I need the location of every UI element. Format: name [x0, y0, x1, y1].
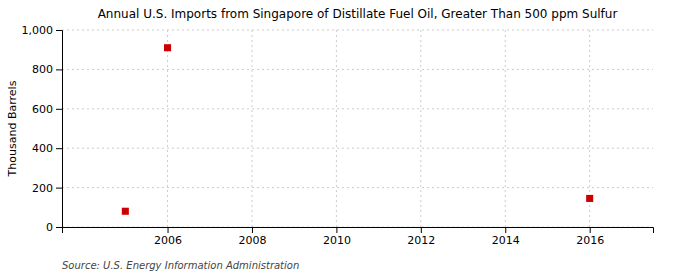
- y-tick-mark: [56, 109, 62, 110]
- x-grid-line: [251, 30, 252, 227]
- y-tick: 0: [46, 221, 62, 234]
- x-tick: 2008: [238, 227, 266, 247]
- y-tick-label: 600: [32, 103, 53, 116]
- title: Annual U.S. Imports from Singapore of Di…: [98, 7, 618, 21]
- x-grid-line: [505, 30, 506, 227]
- y-tick-label: 1,000: [22, 24, 54, 37]
- y-grid-line: [62, 69, 653, 70]
- x-tick-mark: [252, 227, 253, 233]
- y-axis-line: [56, 31, 63, 228]
- source: Source: U.S. Energy Information Administ…: [62, 260, 299, 271]
- x-grid-line: [336, 30, 337, 227]
- y-tick: 600: [32, 103, 62, 116]
- y-axis: 0 200 400 600 800 1,000: [22, 24, 63, 234]
- x-tick-mark: [168, 227, 169, 233]
- chart: 2006 2008 2010 2012 2014 2016 0 200 400 600 800 1,0…: [0, 0, 675, 275]
- x-tick-mark: [336, 227, 337, 233]
- points: [122, 44, 593, 215]
- y-tick-label: 0: [46, 221, 53, 234]
- grid: [62, 30, 653, 227]
- y-tick-label: 400: [32, 142, 53, 155]
- x-tick: 2016: [576, 227, 604, 247]
- y-tick-label: 200: [32, 182, 53, 195]
- y-tick-mark: [56, 188, 62, 189]
- y-grid-line: [62, 108, 653, 109]
- x-grid-line: [167, 30, 168, 227]
- y-grid-line: [62, 148, 653, 149]
- point: [122, 208, 129, 215]
- x-tick: 2006: [154, 227, 182, 247]
- x-tick-label: 2008: [238, 234, 266, 247]
- x-tick-label: 2006: [154, 234, 182, 247]
- x-tick: 2010: [323, 227, 351, 247]
- x-tick-mark: [421, 227, 422, 233]
- x-tick-label: 2012: [407, 234, 435, 247]
- x-tick-mark: [590, 227, 591, 233]
- x-tick: 2014: [492, 227, 520, 247]
- y-tick-mark: [56, 69, 62, 70]
- point: [164, 44, 171, 51]
- y-axis-title: Thousand Barrels: [6, 80, 19, 177]
- x-axis-line: [63, 228, 654, 234]
- y-tick: 1,000: [22, 24, 63, 37]
- x-tick: 2012: [407, 227, 435, 247]
- y-tick: 800: [32, 63, 62, 76]
- y-tick: 400: [32, 142, 62, 155]
- y-tick: 200: [32, 182, 62, 195]
- x-tick-mark: [505, 227, 506, 233]
- y-tick-mark: [56, 30, 62, 31]
- x-tick-label: 2010: [323, 234, 351, 247]
- plot: 2006 2008 2010 2012 2014 2016 0 200 400 600 800 1,0…: [22, 24, 654, 247]
- x-tick-label: 2014: [492, 234, 520, 247]
- x-grid-line: [420, 30, 421, 227]
- y-grid-line: [62, 187, 653, 188]
- y-tick-label: 800: [32, 63, 53, 76]
- x-axis: 2006 2008 2010 2012 2014 2016: [63, 227, 654, 247]
- point: [586, 195, 593, 202]
- x-tick-label: 2016: [576, 234, 604, 247]
- y-tick-mark: [56, 227, 62, 228]
- y-grid-line: [62, 30, 653, 31]
- y-tick-mark: [56, 148, 62, 149]
